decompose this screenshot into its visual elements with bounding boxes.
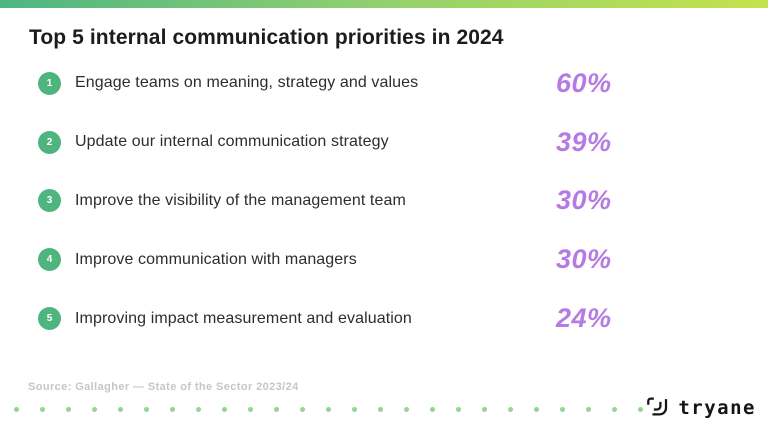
rank-badge: 4	[38, 248, 61, 272]
dot	[196, 407, 201, 412]
rank-badge: 3	[38, 189, 61, 213]
dot	[612, 407, 617, 412]
dot	[170, 407, 175, 412]
dot	[534, 407, 539, 412]
tryane-logo-icon	[647, 397, 668, 416]
dot	[404, 407, 409, 412]
dot	[638, 407, 643, 412]
dot	[326, 407, 331, 412]
dot	[352, 407, 357, 412]
priority-label: Engage teams on meaning, strategy and va…	[75, 74, 419, 92]
dot	[248, 407, 253, 412]
dot	[560, 407, 565, 412]
top-gradient-bar	[0, 0, 768, 8]
dot	[508, 407, 513, 412]
priority-label: Improve communication with managers	[75, 250, 357, 268]
priority-label: Update our internal communication strate…	[75, 133, 389, 151]
dot	[456, 407, 461, 412]
source-attribution: Source: Gallagher — State of the Sector …	[28, 381, 299, 393]
list-item: 3 Improve the visibility of the manageme…	[38, 172, 738, 231]
dot	[430, 407, 435, 412]
dot	[92, 407, 97, 412]
dot	[40, 407, 45, 412]
rank-badge: 1	[38, 71, 61, 95]
dot	[144, 407, 149, 412]
priority-percentage: 30%	[556, 244, 612, 275]
priority-percentage: 39%	[556, 126, 612, 157]
tryane-logo-text: tryane	[678, 397, 756, 419]
rank-badge: 5	[38, 307, 61, 331]
tryane-logo: tryane	[645, 394, 756, 422]
decorative-dots-row	[14, 407, 643, 412]
list-item: 1 Engage teams on meaning, strategy and …	[38, 54, 738, 113]
rank-badge: 2	[38, 130, 61, 154]
priority-list: 1 Engage teams on meaning, strategy and …	[38, 54, 738, 348]
priority-label: Improving impact measurement and evaluat…	[75, 309, 412, 327]
dot	[378, 407, 383, 412]
list-item: 4 Improve communication with managers 30…	[38, 230, 738, 289]
dot	[14, 407, 19, 412]
dot	[586, 407, 591, 412]
dot	[274, 407, 279, 412]
list-item: 5 Improving impact measurement and evalu…	[38, 289, 738, 348]
page-title: Top 5 internal communication priorities …	[29, 26, 504, 49]
list-item: 2 Update our internal communication stra…	[38, 113, 738, 172]
priority-percentage: 60%	[556, 67, 612, 98]
dot	[300, 407, 305, 412]
dot	[222, 407, 227, 412]
dot	[482, 407, 487, 412]
priority-label: Improve the visibility of the management…	[75, 191, 406, 209]
priority-percentage: 24%	[556, 303, 612, 334]
priority-percentage: 30%	[556, 185, 612, 216]
dot	[118, 407, 123, 412]
dot	[66, 407, 71, 412]
